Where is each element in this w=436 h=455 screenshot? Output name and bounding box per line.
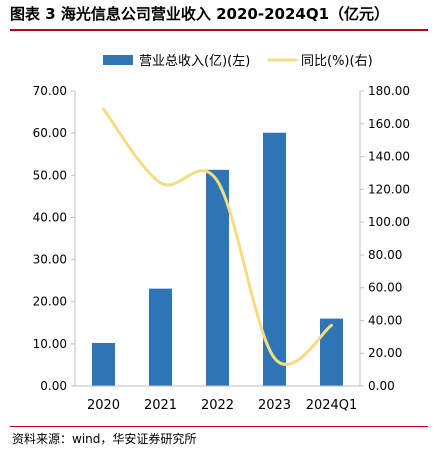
- left-tick-label: 0.00: [40, 379, 67, 393]
- bar: [263, 132, 286, 386]
- bar: [92, 343, 115, 386]
- legend-line-label: 同比(%)(右): [301, 54, 373, 69]
- growth-point: [331, 324, 332, 326]
- right-tick-label: 60.00: [368, 281, 402, 295]
- left-tick-label: 30.00: [33, 253, 67, 267]
- x-tick-label: 2024Q1: [306, 398, 358, 413]
- x-tick-label: 2023: [258, 398, 291, 413]
- growth-point: [103, 108, 104, 110]
- left-tick-label: 60.00: [33, 126, 67, 140]
- growth-point: [274, 357, 275, 359]
- left-tick-label: 70.00: [33, 84, 67, 98]
- right-tick-label: 80.00: [368, 248, 402, 262]
- right-tick-label: 20.00: [368, 346, 402, 360]
- legend-bar-swatch: [103, 55, 133, 65]
- right-tick-label: 40.00: [368, 313, 402, 327]
- right-tick-label: 140.00: [368, 150, 410, 164]
- right-axis: 0.00 20.00 40.00 60.00 80.00 100.00 120.00 140.…: [359, 84, 410, 393]
- right-tick-label: 160.00: [368, 117, 410, 131]
- title-divider: [10, 29, 428, 31]
- footer-divider: [10, 426, 428, 427]
- growth-point: [160, 182, 161, 184]
- x-axis: 2020 2021 2022 2023 2024Q1: [75, 385, 360, 413]
- source-note: 资料来源：wind，华安证券研究所: [12, 432, 197, 446]
- legend: 营业总收入(亿)(左) 同比(%)(右): [103, 54, 373, 69]
- legend-bar-label: 营业总收入(亿)(左): [139, 54, 250, 69]
- line-series: [102, 107, 333, 366]
- x-tick-label: 2020: [87, 398, 120, 413]
- growth-line: [102, 107, 333, 366]
- chart-title: 图表 3 海光信息公司营业收入 2020-2024Q1（亿元）: [10, 5, 390, 23]
- right-tick-label: 100.00: [368, 215, 410, 229]
- left-axis: 0.00 10.00 20.00 30.00 40.00 50.00 60.00 70.00: [33, 84, 76, 393]
- bar: [149, 288, 172, 386]
- growth-point: [217, 180, 218, 182]
- right-tick-label: 0.00: [368, 379, 395, 393]
- x-tick-label: 2021: [144, 398, 177, 413]
- left-tick-label: 50.00: [33, 168, 67, 182]
- right-tick-label: 180.00: [368, 84, 410, 98]
- right-tick-label: 120.00: [368, 182, 410, 196]
- left-tick-label: 40.00: [33, 210, 67, 224]
- left-tick-label: 20.00: [33, 295, 67, 309]
- bar: [320, 318, 343, 386]
- x-tick-label: 2022: [201, 398, 234, 413]
- bar: [206, 169, 229, 386]
- bar-series: [92, 132, 343, 386]
- left-tick-label: 10.00: [33, 337, 67, 351]
